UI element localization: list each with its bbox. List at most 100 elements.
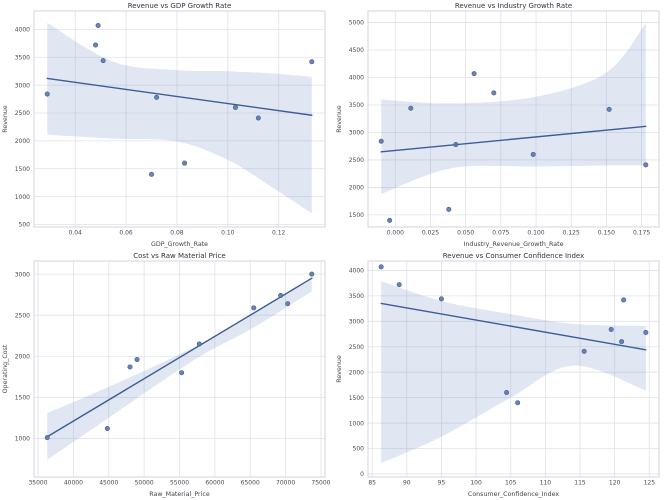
data-point: [643, 329, 649, 335]
data-point: [619, 339, 625, 345]
axes-spines: [367, 260, 660, 478]
data-point: [515, 400, 521, 406]
y-tick-label: 1500: [349, 212, 364, 219]
x-tick-label: 40000: [64, 480, 83, 487]
y-tick-label: 2000: [349, 369, 364, 376]
chart-cost-vs-raw-material-price: 35000 40000 45000 50000 55000 60000 65000 70000…: [2, 252, 331, 498]
data-point: [471, 71, 477, 77]
x-tick-label: 0.175: [633, 230, 650, 237]
x-tick-label: 65000: [241, 480, 260, 487]
y-tick-label: 1500: [349, 395, 364, 402]
y-tick-label: 4000: [15, 27, 30, 34]
y-tick-label: 2500: [349, 344, 364, 351]
data-point: [387, 217, 393, 223]
regression-line: [46, 277, 313, 438]
data-point: [446, 206, 452, 212]
y-tick-label: 1000: [349, 420, 364, 427]
y-tick-label: 1000: [15, 436, 30, 443]
data-point: [44, 435, 50, 441]
x-tick-label: 35000: [28, 480, 47, 487]
data-point: [438, 296, 444, 302]
x-tick-label: 55000: [170, 480, 189, 487]
data-point: [453, 142, 459, 148]
data-point: [196, 341, 202, 347]
x-axis-label: Raw_Material_Price: [149, 491, 210, 498]
y-axis-label: Revenue: [2, 105, 9, 133]
regression-line: [46, 77, 313, 116]
confidence-band: [381, 281, 646, 464]
data-point: [608, 326, 614, 332]
x-tick-label: 0.08: [170, 230, 184, 237]
confidence-band: [47, 279, 312, 460]
y-tick-label: 3000: [349, 130, 364, 137]
data-point: [44, 91, 50, 97]
x-tick-label: 0.12: [272, 230, 286, 237]
y-tick-label: 2000: [349, 185, 364, 192]
x-tick-label: 110: [540, 480, 552, 487]
x-tick-label: 60000: [205, 480, 224, 487]
chart-revenue-vs-consumer-confidence-index: 85 90 95 100 105 110 115 120 125 0 500 1000 1500 2000…: [336, 252, 660, 498]
data-point: [100, 58, 106, 64]
x-tick-label: 0.04: [69, 230, 83, 237]
data-point: [251, 305, 257, 311]
data-point: [504, 390, 510, 396]
data-point: [255, 115, 261, 121]
x-tick-label: 0.125: [563, 230, 580, 237]
x-tick-label: 0.025: [422, 230, 439, 237]
x-tick-label: 50000: [135, 480, 154, 487]
data-point: [396, 282, 402, 288]
y-tick-label: 3000: [15, 271, 30, 278]
y-tick-label: 0: [360, 471, 364, 478]
data-point: [179, 370, 185, 376]
x-axis-label: Consumer_Confidence_Index: [468, 491, 559, 498]
data-point: [104, 426, 110, 432]
x-tick-label: 85: [368, 480, 376, 487]
data-point: [232, 104, 238, 110]
data-point: [309, 59, 315, 65]
x-tick-label: 0.10: [221, 230, 235, 237]
data-point: [491, 90, 497, 96]
y-tick-label: 4000: [349, 75, 364, 82]
y-tick-label: 2500: [15, 312, 30, 319]
x-tick-label: 125: [644, 480, 656, 487]
y-tick-label: 2500: [349, 157, 364, 164]
data-point: [309, 271, 315, 277]
y-tick-label: 4000: [349, 268, 364, 275]
regression-line: [380, 302, 647, 351]
y-tick-label: 5000: [349, 20, 364, 27]
chart-title: Revenue vs Industry Growth Rate: [455, 2, 572, 10]
data-point: [134, 357, 140, 363]
y-tick-label: 3000: [349, 318, 364, 325]
x-tick-label: 115: [574, 480, 586, 487]
chart-title: Revenue vs Consumer Confidence Index: [443, 252, 585, 260]
y-tick-label: 2000: [15, 138, 30, 145]
chart-revenue-vs-industry-growth-rate: 0.000 0.025 0.050 0.075 0.100 0.125 0.150 0.175…: [336, 2, 660, 248]
data-point: [408, 105, 414, 111]
chart-revenue-vs-gdp-growth-rate: 0.04 0.06 0.08 0.10 0.12 500 1000 1500 2000 2500 3…: [2, 2, 326, 248]
x-tick-label: 0.000: [387, 230, 404, 237]
y-tick-label: 500: [353, 446, 365, 453]
y-axis-label: Revenue: [336, 355, 343, 383]
confidence-band: [47, 22, 312, 214]
x-tick-label: 100: [470, 480, 482, 487]
data-point: [95, 22, 101, 28]
y-tick-label: 3500: [349, 102, 364, 109]
x-tick-label: 0.075: [492, 230, 509, 237]
y-tick-label: 1500: [15, 166, 30, 173]
axes-spines: [33, 10, 326, 228]
x-axis-label: Industry_Revenue_Growth_Rate: [464, 241, 564, 248]
x-tick-label: 0.050: [457, 230, 474, 237]
x-tick-label: 105: [505, 480, 517, 487]
y-tick-label: 2500: [15, 110, 30, 117]
regression-line: [380, 125, 647, 153]
data-point: [621, 297, 627, 303]
data-point: [149, 171, 155, 177]
axes-spines: [33, 260, 326, 478]
y-axis-label: Operating_Cost: [2, 344, 9, 393]
y-tick-label: 3500: [15, 54, 30, 61]
chart-title: Cost vs Raw Material Price: [133, 252, 226, 260]
chart-title: Revenue vs GDP Growth Rate: [128, 2, 232, 10]
y-tick-label: 3500: [349, 293, 364, 300]
y-tick-label: 500: [19, 222, 31, 229]
